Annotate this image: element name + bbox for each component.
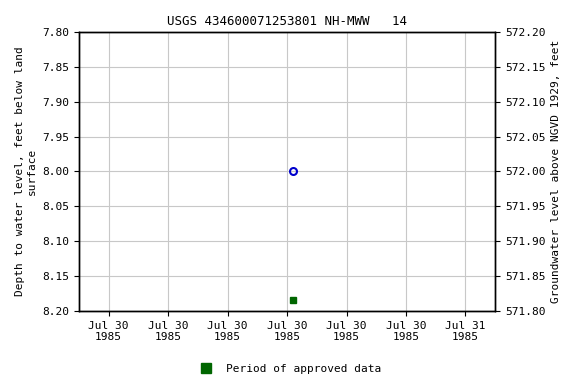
Legend: Period of approved data: Period of approved data [191,359,385,379]
Title: USGS 434600071253801 NH-MWW   14: USGS 434600071253801 NH-MWW 14 [167,15,407,28]
Y-axis label: Groundwater level above NGVD 1929, feet: Groundwater level above NGVD 1929, feet [551,40,561,303]
Y-axis label: Depth to water level, feet below land
surface: Depth to water level, feet below land su… [15,46,37,296]
